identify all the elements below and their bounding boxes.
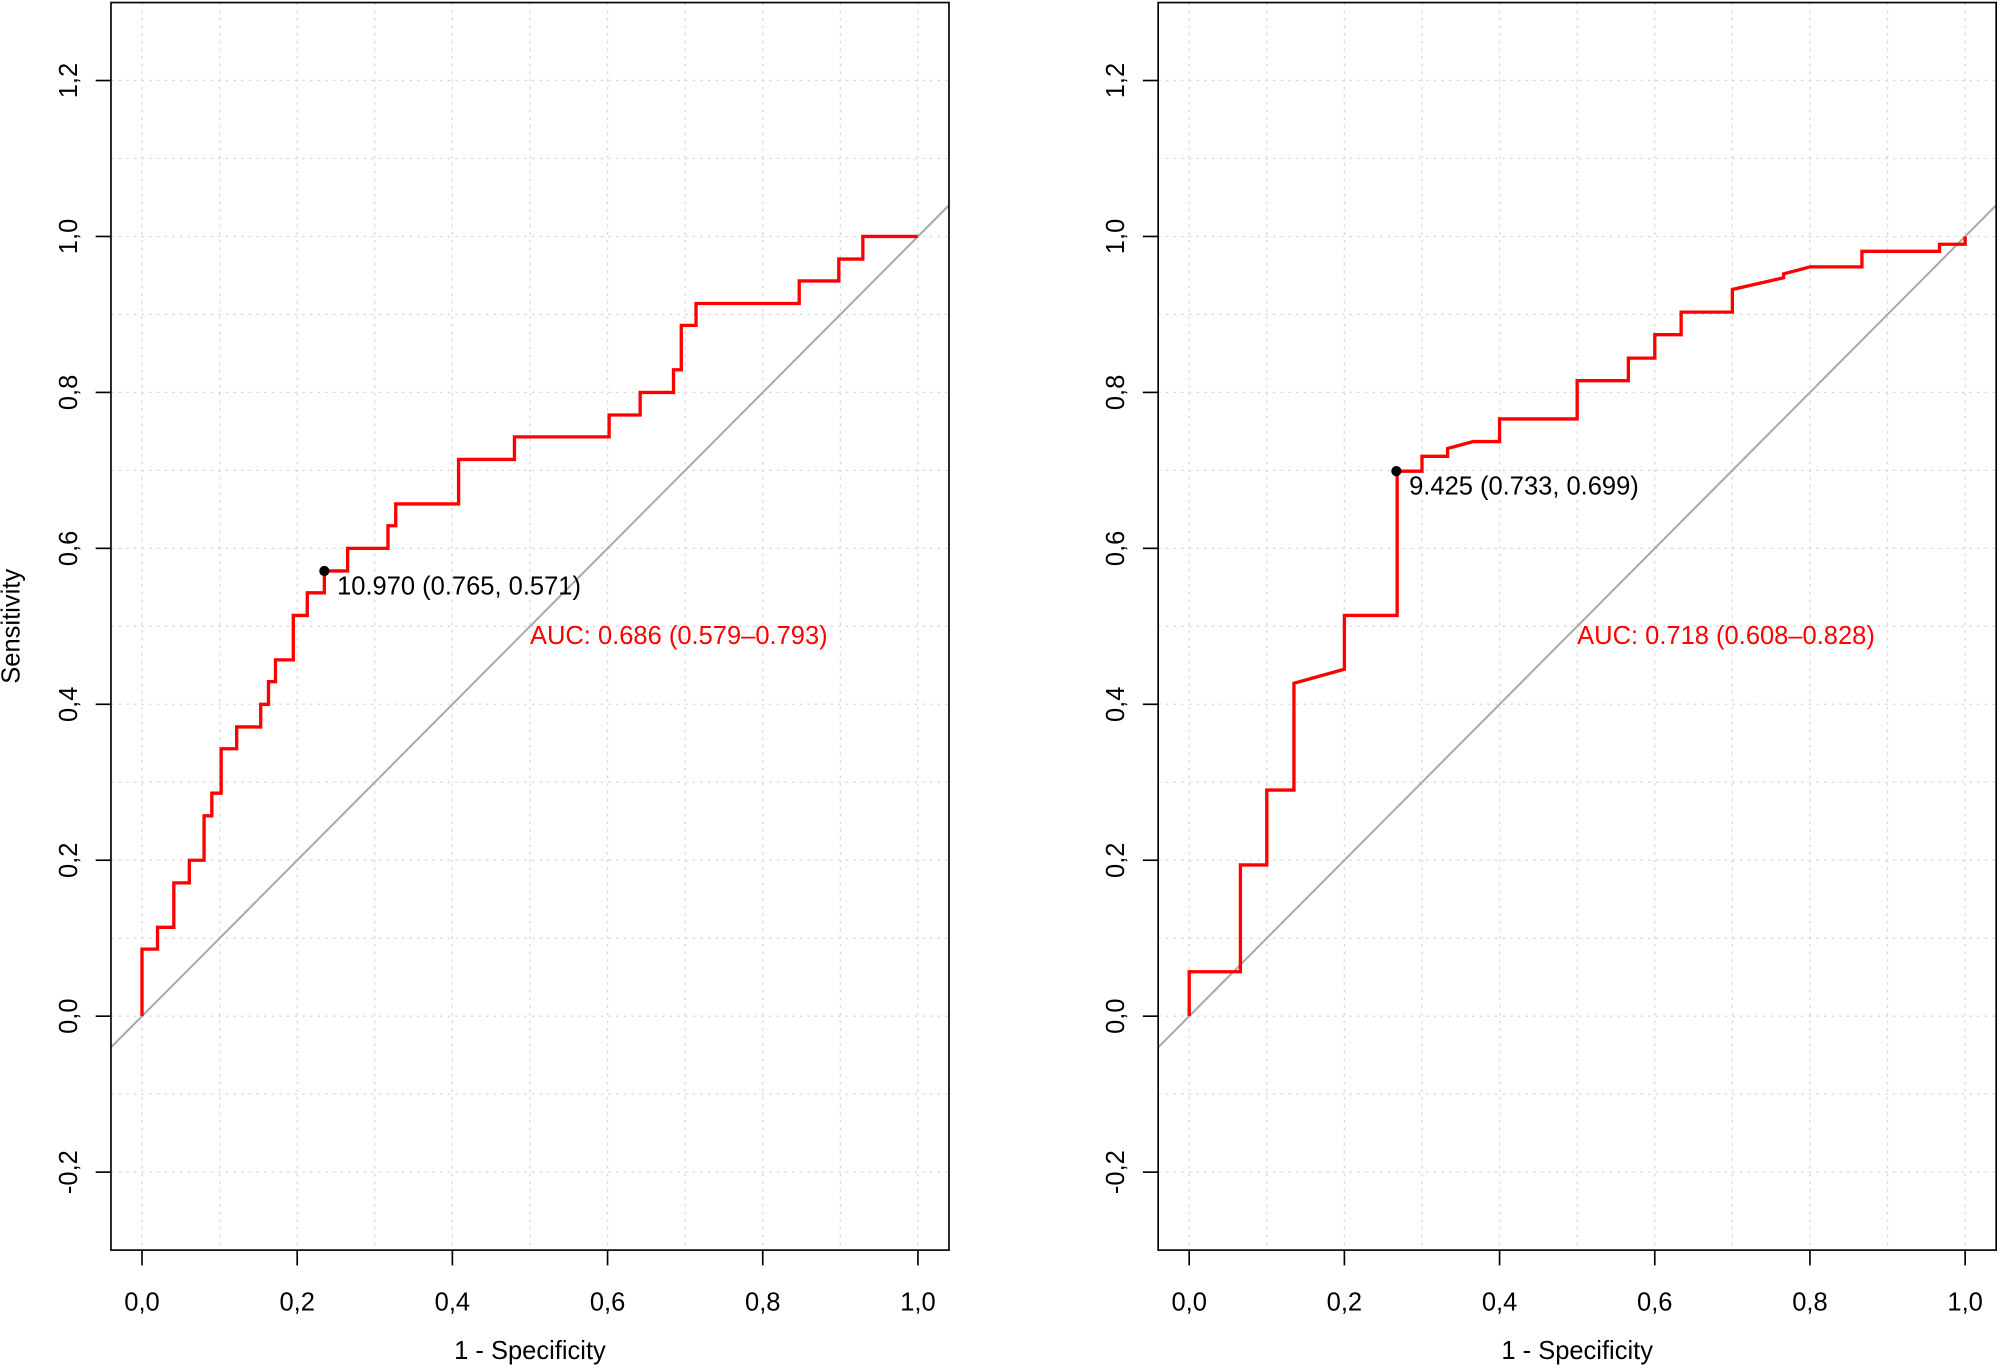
x-tick-label: 0,0 bbox=[124, 1288, 159, 1316]
y-tick-label: 0,4 bbox=[55, 687, 83, 722]
roc-panel: 0,0 0,2 0,4 0,6 0,8 1,0 -0,2 0,0 0,2 0,4 0,6 0,8 1,0… bbox=[0, 1, 950, 1365]
x-tick-label: 0,6 bbox=[590, 1288, 625, 1316]
auc-annotation: AUC: 0.718 (0.608–0.828) bbox=[1577, 622, 1875, 650]
y-tick-label: 1,2 bbox=[55, 63, 83, 98]
x-tick-label: 0,8 bbox=[745, 1288, 780, 1316]
y-tick-label: 0,8 bbox=[55, 375, 83, 410]
y-tick-label: -0,2 bbox=[55, 1150, 83, 1194]
x-tick-label: 0,2 bbox=[1327, 1288, 1362, 1316]
x-tick-label: 0,8 bbox=[1792, 1288, 1827, 1316]
y-tick-label: 0,0 bbox=[55, 998, 83, 1033]
x-tick-label: 0,0 bbox=[1171, 1288, 1206, 1316]
x-tick-label: 1,0 bbox=[900, 1288, 935, 1316]
x-axis-title: 1 - Specificity bbox=[454, 1337, 606, 1365]
y-tick-label: 0,8 bbox=[1102, 375, 1130, 410]
y-tick-label: 0,2 bbox=[55, 843, 83, 878]
x-tick-label: 0,4 bbox=[1482, 1288, 1517, 1316]
y-axis-title: Sensitivity bbox=[0, 569, 25, 684]
x-tick-label: 0,4 bbox=[435, 1288, 470, 1316]
auc-annotation: AUC: 0.686 (0.579–0.793) bbox=[530, 622, 828, 650]
reference-diagonal bbox=[1158, 204, 1997, 1049]
roc-curve bbox=[1187, 236, 1967, 1017]
y-tick-label: 1,2 bbox=[1102, 63, 1130, 98]
y-tick-label: 0,6 bbox=[55, 531, 83, 566]
y-tick-label: 1,0 bbox=[55, 219, 83, 254]
reference-diagonal bbox=[110, 204, 949, 1049]
y-tick-label: 0,0 bbox=[1102, 998, 1130, 1033]
y-tick-label: 0,2 bbox=[1102, 843, 1130, 878]
x-tick-label: 0,6 bbox=[1637, 1288, 1672, 1316]
x-tick-label: 0,2 bbox=[279, 1288, 314, 1316]
y-tick-label: 1,0 bbox=[1102, 219, 1130, 254]
plot-frame bbox=[110, 1, 950, 1251]
threshold-label: 9.425 (0.733, 0.699) bbox=[1409, 472, 1639, 500]
threshold-point bbox=[319, 565, 330, 577]
y-tick-label: -0,2 bbox=[1102, 1150, 1130, 1194]
roc-panel: 0,0 0,2 0,4 0,6 0,8 1,0 -0,2 0,0 0,2 0,4 0,6 0,8 1,0… bbox=[1102, 1, 1998, 1365]
threshold-point bbox=[1391, 466, 1402, 477]
x-axis-title: 1 - Specificity bbox=[1501, 1337, 1653, 1365]
x-tick-label: 1,0 bbox=[1947, 1288, 1982, 1316]
y-tick-label: 0,6 bbox=[1102, 531, 1130, 566]
y-tick-label: 0,4 bbox=[1102, 687, 1130, 722]
plot-frame bbox=[1157, 1, 1998, 1251]
threshold-label: 10.970 (0.765, 0.571) bbox=[337, 572, 581, 600]
